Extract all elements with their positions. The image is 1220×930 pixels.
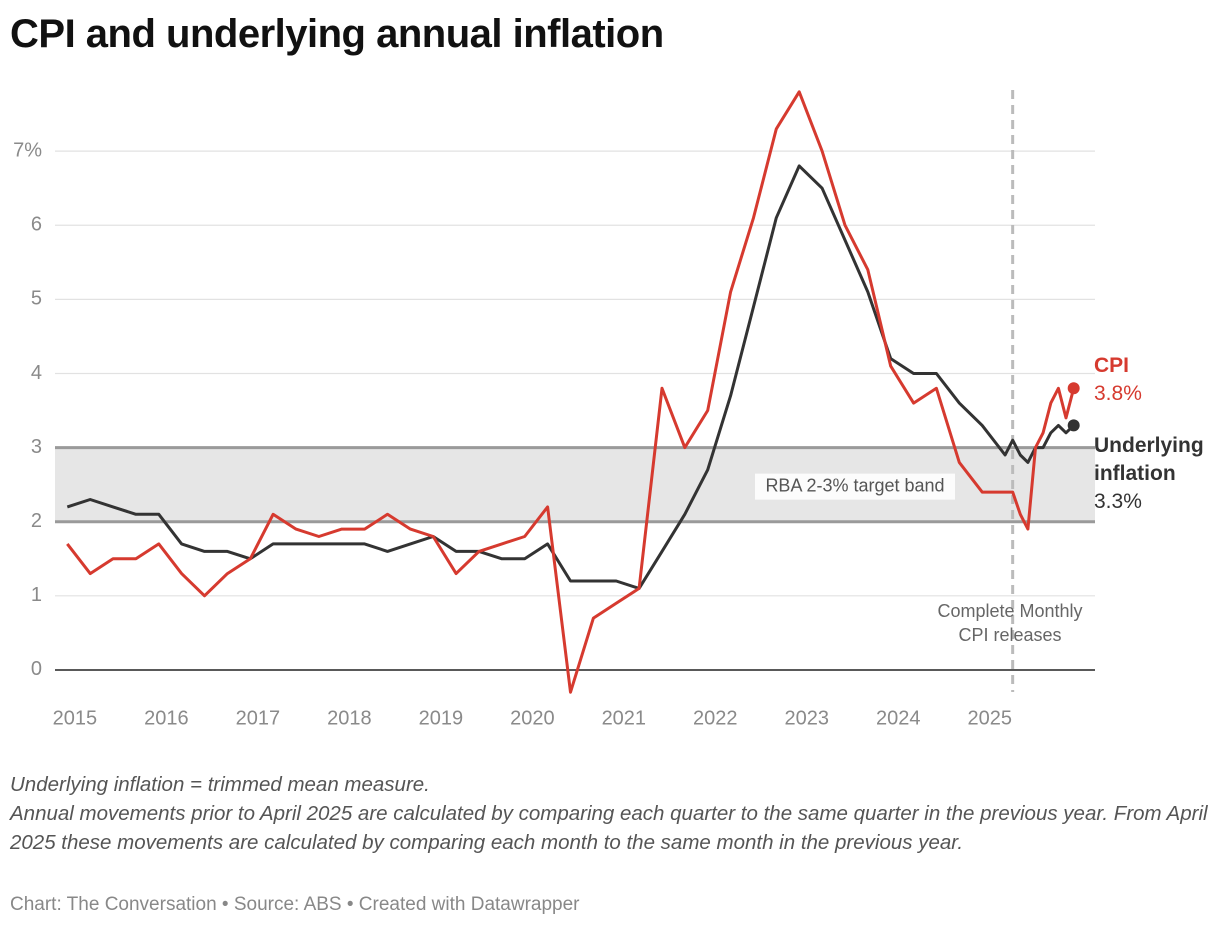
y-tick-label: 5 — [31, 288, 42, 310]
end-dot — [1067, 382, 1080, 395]
series-line — [66, 164, 1075, 590]
y-tick-label: 1 — [31, 584, 42, 606]
source: Chart: The Conversation • Source: ABS • … — [10, 894, 580, 915]
x-tick-label: 2024 — [876, 707, 921, 729]
y-tick-label: 0 — [31, 658, 42, 680]
x-tick-label: 2025 — [968, 707, 1013, 729]
x-tick-label: 2019 — [419, 707, 464, 729]
x-tick-label: 2016 — [144, 707, 189, 729]
y-tick-label: 6 — [31, 214, 42, 236]
y-tick-label: 3 — [31, 436, 42, 458]
x-tick-label: 2022 — [693, 707, 738, 729]
y-tick-label: 2 — [31, 510, 42, 532]
end-label: CPI 3.8% — [1094, 352, 1214, 408]
y-tick-label: 4 — [31, 362, 42, 384]
legend-entry: Underlying inflation — [1094, 434, 1204, 485]
marker-label: Complete Monthly — [937, 601, 1082, 621]
data-label: 3.8% — [1094, 382, 1142, 405]
marker-label: CPI releases — [958, 625, 1061, 645]
note: Annual movements prior to April 2025 are… — [10, 802, 1208, 854]
x-tick-label: 2018 — [327, 707, 372, 729]
y-tick-label: 7% — [13, 139, 42, 161]
end-label: Underlying inflation 3.3% — [1094, 432, 1214, 516]
end-dot — [1067, 419, 1080, 432]
x-tick-label: 2015 — [53, 707, 98, 729]
data-label: 3.3% — [1094, 490, 1142, 513]
x-tick-label: 2021 — [602, 707, 647, 729]
x-tick-label: 2023 — [785, 707, 830, 729]
note: Underlying inflation = trimmed mean meas… — [10, 773, 430, 796]
legend-entry: CPI — [1094, 354, 1130, 377]
band-label-bg — [755, 473, 955, 500]
series-line — [66, 90, 1076, 694]
band-label: RBA 2-3% target band — [765, 475, 944, 495]
chart: 0 1 2 3 4 5 6 7% 2015 2016 2017 2018 2019 2020 2021 202… — [13, 90, 1095, 729]
x-tick-label: 2017 — [236, 707, 281, 729]
notes: Underlying inflation = trimmed mean meas… — [10, 770, 1215, 857]
chart-title: CPI and underlying annual inflation — [10, 12, 664, 56]
x-tick-label: 2020 — [510, 707, 555, 729]
